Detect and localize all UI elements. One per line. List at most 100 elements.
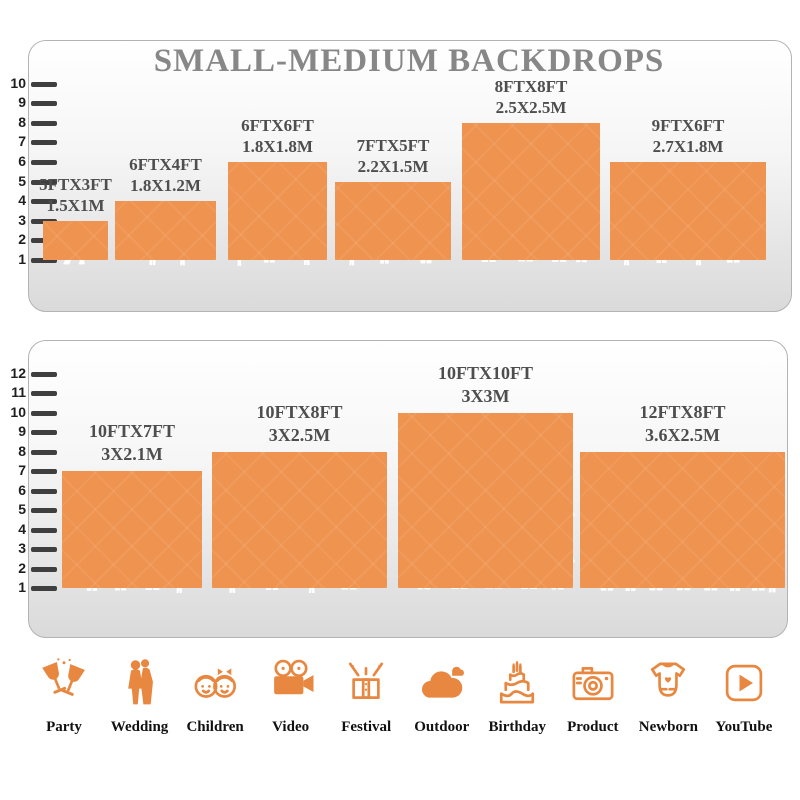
- wedding-icon: [127, 659, 153, 705]
- size-ft-label: 6FTX4FT: [129, 155, 202, 175]
- ruler-tick: [31, 258, 57, 263]
- ruler-number: 10: [10, 74, 26, 91]
- backdrop-bar-10ftx7ft: [62, 471, 202, 588]
- size-metric-label: 2.7X1.8M: [652, 137, 724, 156]
- ruler-tick: [31, 449, 57, 455]
- backdrop-size-label: 6FTX4FT 1.8X1.2M: [129, 154, 202, 196]
- size-metric-label: 2.5X2.5M: [495, 97, 567, 117]
- ruler-number: 8: [18, 442, 26, 459]
- category-wedding: Wedding: [106, 656, 174, 736]
- ruler-number: 10: [10, 403, 26, 420]
- category-newborn: Newborn: [634, 656, 702, 736]
- size-ft-label: 10FTX7FT: [88, 421, 176, 441]
- backdrop-size-label: 12FTX8FT 3.6X2.5M: [639, 401, 725, 447]
- ruler-tick: [31, 527, 57, 533]
- size-metric-label: 1.5X1M: [46, 195, 105, 215]
- category-label: YouTube: [715, 719, 773, 735]
- ruler-tick: [31, 391, 57, 396]
- ruler-number: 12: [10, 364, 26, 381]
- ruler-tick: [31, 566, 57, 572]
- category-icon-row: Party Wedding Children Video Festival Outdoor…: [30, 656, 778, 736]
- backdrop-size-label: 10FTX7FT 3X2.1M: [89, 420, 175, 466]
- size-ft-label: 6FTX6FT: [241, 116, 314, 135]
- category-label: Children: [186, 719, 244, 735]
- size-ft-label: 12FTX8FT: [639, 401, 726, 422]
- backdrop-bar-7ftx5ft: [335, 181, 451, 260]
- size-ft-label: 10FTX10FT: [437, 362, 534, 383]
- ruler-number: 1: [18, 251, 26, 267]
- ruler-tick: [31, 469, 57, 474]
- ruler-tick: [31, 547, 57, 552]
- backdrop-size-label: 7FTX5FT 2.2X1.5M: [357, 135, 430, 177]
- size-ft-label: 9FTX6FT: [651, 116, 725, 135]
- size-metric-label: 2.2X1.5M: [357, 156, 429, 176]
- ruler-tick: [31, 410, 57, 416]
- size-ft-label: 8FTX8FT: [494, 76, 568, 96]
- category-youtube: YouTube: [710, 656, 778, 736]
- ruler-number: 5: [18, 501, 26, 517]
- backdrop-bar-6ftx4ft: [115, 201, 216, 260]
- ruler-tick: [31, 508, 57, 513]
- birthday-icon: [500, 661, 535, 704]
- ruler-number: 7: [18, 133, 26, 150]
- ruler-number: 5: [18, 172, 26, 189]
- backdrop-size-label: 6FTX6FT 1.8X1.8M: [241, 115, 314, 157]
- outdoor-icon: [421, 666, 464, 698]
- ruler-number: 3: [18, 211, 26, 228]
- backdrop-size-label: 8FTX8FT 2.5X2.5M: [495, 76, 568, 118]
- backdrop-bar-8ftx8ft: [462, 122, 600, 260]
- ruler-tick: [31, 120, 57, 126]
- ruler-tick: [31, 160, 57, 165]
- size-metric-label: 3X3M: [461, 385, 510, 406]
- ruler-number: 6: [18, 153, 26, 169]
- backdrop-bar-12ftx8ft: [580, 451, 785, 588]
- size-metric-label: 3.6X2.5M: [644, 424, 720, 445]
- size-metric-label: 1.8X1.8M: [242, 137, 313, 156]
- ruler-tick: [31, 488, 57, 494]
- party-icon: [42, 658, 85, 696]
- backdrop-bar-5ftx3ft: [43, 220, 108, 260]
- category-label: Video: [272, 719, 310, 735]
- backdrop-bar-6ftx6ft: [228, 162, 327, 260]
- category-label: Outdoor: [414, 719, 470, 735]
- ruler-tick: [31, 586, 57, 591]
- category-video: Video: [257, 656, 325, 736]
- ruler-number: 7: [18, 462, 26, 478]
- category-label: Product: [567, 719, 619, 735]
- video-icon: [273, 659, 314, 695]
- category-label: Wedding: [110, 719, 169, 735]
- backdrop-size-label: 9FTX6FT 2.7X1.8M: [652, 115, 725, 157]
- size-ft-label: 10FTX8FT: [256, 401, 343, 422]
- ruler-number: 1: [18, 579, 26, 595]
- ruler-number: 8: [18, 113, 26, 130]
- product-icon: [572, 667, 614, 701]
- ruler-number: 4: [18, 192, 26, 209]
- children-icon: [194, 668, 237, 698]
- size-ft-label: 5FTX3FT: [39, 174, 112, 194]
- category-festival: Festival: [332, 656, 400, 736]
- backdrop-size-label: 10FTX10FT 3X3M: [438, 362, 533, 408]
- category-birthday: Birthday: [483, 656, 551, 736]
- youtube-icon: [725, 664, 763, 702]
- size-ft-label: 7FTX5FT: [356, 135, 430, 155]
- category-product: Product: [559, 656, 627, 736]
- ruler-tick: [31, 430, 57, 435]
- ruler-number: 6: [18, 481, 26, 498]
- ruler-number: 9: [18, 423, 26, 439]
- ruler-number: 3: [18, 540, 26, 556]
- backdrop-bar-10ftx8ft: [212, 451, 387, 588]
- festival-icon: [349, 662, 384, 699]
- ruler-tick: [31, 140, 57, 146]
- category-children: Children: [181, 656, 249, 736]
- ruler-number: 9: [18, 94, 26, 111]
- size-metric-label: 3X2.1M: [101, 444, 163, 464]
- backdrop-size-label: 10FTX8FT 3X2.5M: [256, 401, 342, 447]
- newborn-icon: [651, 662, 686, 697]
- backdrop-size-label: 5FTX3FT 1.5X1M: [39, 174, 112, 216]
- backdrop-bar-9ftx6ft: [610, 162, 766, 260]
- size-metric-label: 3X2.5M: [268, 424, 331, 445]
- ruler-tick: [31, 81, 57, 87]
- ruler-number: 4: [18, 520, 26, 537]
- category-label: Newborn: [638, 719, 698, 735]
